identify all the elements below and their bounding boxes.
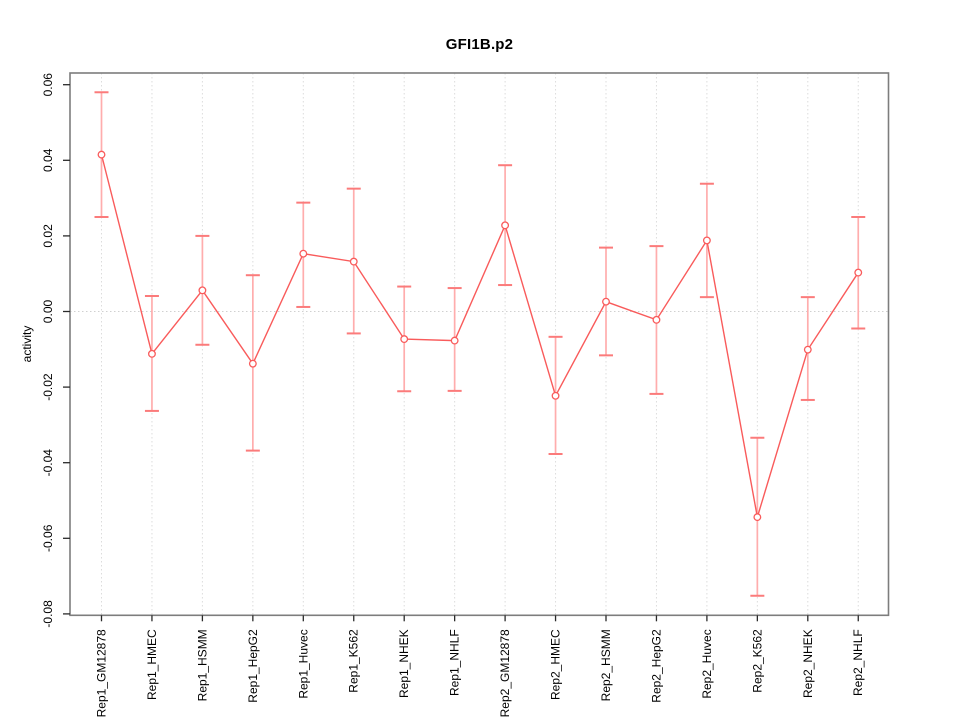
x-tick-label: Rep2_K562 (750, 629, 764, 693)
y-tick-label: 0.02 (41, 224, 55, 248)
plot-border (69, 72, 890, 617)
x-tick-label: Rep1_Huvec (296, 629, 310, 698)
data-point-marker (349, 257, 358, 266)
data-point-marker (450, 336, 459, 345)
x-tick-label: Rep2_NHLF (851, 629, 865, 696)
data-point-marker (198, 286, 207, 295)
data-point-marker (299, 249, 308, 258)
data-point-marker (803, 345, 812, 354)
x-tick-label: Rep1_HMEC (145, 629, 159, 700)
x-tick-label: Rep1_GM12878 (95, 629, 109, 717)
data-point-marker (147, 349, 156, 358)
y-tick-label: -0.04 (41, 449, 55, 477)
data-point-marker (551, 391, 560, 400)
x-tick-label: Rep2_GM12878 (498, 629, 512, 717)
x-tick-label: Rep2_Huvec (700, 629, 714, 698)
data-point-marker (400, 335, 409, 344)
x-tick-label: Rep1_HepG2 (246, 629, 260, 703)
x-tick-label: Rep2_HMEC (549, 629, 563, 700)
data-point-marker (753, 513, 762, 522)
y-tick-label: 0.04 (41, 148, 55, 172)
y-tick-label: 0.06 (41, 73, 55, 97)
data-point-marker (702, 236, 711, 245)
y-tick-label: -0.08 (41, 600, 55, 628)
data-point-marker (602, 297, 610, 306)
y-tick-label: -0.02 (41, 373, 55, 401)
data-point-marker (248, 359, 257, 368)
x-tick-label: Rep1_NHEK (397, 629, 411, 698)
data-point-marker (97, 150, 106, 159)
y-tick-label: 0.00 (41, 299, 55, 323)
y-axis-title: activity (20, 325, 34, 363)
x-tick-label: Rep1_NHLF (448, 629, 462, 696)
data-point-marker (501, 221, 510, 230)
data-point-marker (854, 268, 863, 277)
x-tick-label: Rep2_NHEK (801, 629, 815, 698)
x-tick-label: Rep1_HSMM (195, 629, 209, 701)
x-tick-label: Rep2_HepG2 (649, 629, 663, 703)
data-point-marker (652, 315, 661, 324)
x-tick-label: Rep2_HSMM (599, 629, 613, 701)
series-line (100, 154, 859, 518)
chart-title: GFI1B.p2 (445, 36, 514, 53)
x-tick-label: Rep1_K562 (347, 629, 361, 693)
y-tick-label: -0.06 (41, 524, 55, 552)
